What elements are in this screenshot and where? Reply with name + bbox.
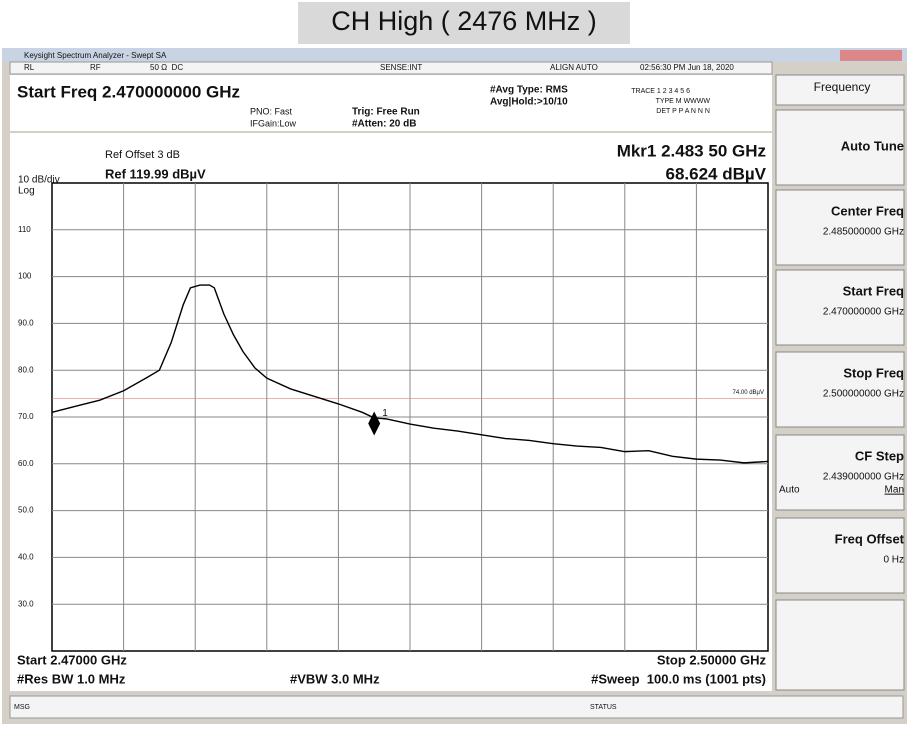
softkey-auto: Auto xyxy=(779,485,800,496)
softkey[interactable] xyxy=(775,109,905,186)
vbw: #VBW 3.0 MHz xyxy=(290,671,380,686)
status-item: RL xyxy=(24,63,35,72)
menu-header xyxy=(775,74,905,106)
softkey-value: 0 Hz xyxy=(883,555,904,566)
softkey-label: Center Freq xyxy=(831,203,904,218)
ifgain: IFGain:Low xyxy=(250,118,297,128)
y-tick-label: 60.0 xyxy=(18,459,34,468)
ref-offset: Ref Offset 3 dB xyxy=(105,149,180,161)
y-tick-label: 40.0 xyxy=(18,553,34,562)
softkey-label: Auto Tune xyxy=(841,138,904,153)
stop: Stop 2.50000 GHz xyxy=(657,652,767,667)
softkey[interactable] xyxy=(775,351,905,428)
avg-hold: Avg|Hold:>10/10 xyxy=(490,97,568,108)
window-title: Keysight Spectrum Analyzer - Swept SA xyxy=(24,51,167,60)
status-item: 02:56:30 PM Jun 18, 2020 xyxy=(640,63,734,72)
softkey[interactable] xyxy=(775,269,905,346)
start: Start 2.47000 GHz xyxy=(17,652,127,667)
softkey-label: CF Step xyxy=(855,448,904,463)
softkey-value: 2.500000000 GHz xyxy=(823,389,904,400)
title-box xyxy=(298,2,630,44)
status: STATUS xyxy=(590,704,617,711)
marker-readout: Mkr1 2.483 50 GHz xyxy=(617,141,766,160)
marker xyxy=(368,411,381,436)
trace: TRACE 1 2 3 4 5 6 xyxy=(631,88,690,95)
start-freq: Start Freq 2.470000000 GHz xyxy=(17,82,240,101)
menu-title: Frequency xyxy=(814,80,871,94)
softkey-value: 2.485000000 GHz xyxy=(823,227,904,238)
y-tick-label: 70.0 xyxy=(18,412,34,421)
marker-label: 1 xyxy=(382,408,388,419)
status-item: RF xyxy=(90,63,101,72)
softkey-label: Start Freq xyxy=(843,283,904,298)
trace-type: TYPE M WWWW xyxy=(656,98,711,105)
softkey-value: 2.439000000 GHz xyxy=(823,472,904,483)
pno: PNO: Fast xyxy=(250,106,293,116)
softkey[interactable] xyxy=(775,434,905,511)
y-tick-label: 110 xyxy=(18,225,31,234)
log: Log xyxy=(18,186,35,197)
status-item: ALIGN AUTO xyxy=(550,63,598,72)
y-tick-label: 50.0 xyxy=(18,506,34,515)
softkey[interactable] xyxy=(775,517,905,594)
window-buttons[interactable] xyxy=(840,50,902,61)
softkey-empty[interactable] xyxy=(775,599,905,691)
atten: #Atten: 20 dB xyxy=(352,119,416,130)
y-tick-label: 30.0 xyxy=(18,599,34,608)
header xyxy=(10,75,772,131)
scale: 10 dB/div xyxy=(18,175,60,186)
softkey-label: Freq Offset xyxy=(835,531,905,546)
msg: MSG xyxy=(14,704,30,711)
display-line-label: 74.00 dBµV xyxy=(733,390,764,396)
y-tick-label: 80.0 xyxy=(18,365,34,374)
rbw: #Res BW 1.0 MHz xyxy=(17,671,126,686)
softkey-man: Man xyxy=(885,485,904,496)
y-tick-label: 100 xyxy=(18,272,32,281)
status-item: SENSE:INT xyxy=(380,63,422,72)
sweep: #Sweep 100.0 ms (1001 pts) xyxy=(591,671,766,686)
marker-value: 68.624 dBµV xyxy=(665,164,766,183)
title-bar xyxy=(2,48,907,62)
softkey-label: Stop Freq xyxy=(843,365,904,380)
avg-type: #Avg Type: RMS xyxy=(490,85,568,96)
trace xyxy=(51,284,769,464)
y-tick-label: 90.0 xyxy=(18,319,34,328)
status-bar xyxy=(9,61,773,75)
ref-level: Ref 119.99 dBµV xyxy=(105,166,206,181)
softkey[interactable] xyxy=(775,189,905,266)
msg-bar xyxy=(9,695,904,719)
status-item: 50 Ω DC xyxy=(150,63,183,72)
softkey-value: 2.470000000 GHz xyxy=(823,307,904,318)
det: DET P P A N N N xyxy=(656,108,710,115)
title: CH High ( 2476 MHz ) xyxy=(331,6,597,36)
trig: Trig: Free Run xyxy=(352,107,420,118)
